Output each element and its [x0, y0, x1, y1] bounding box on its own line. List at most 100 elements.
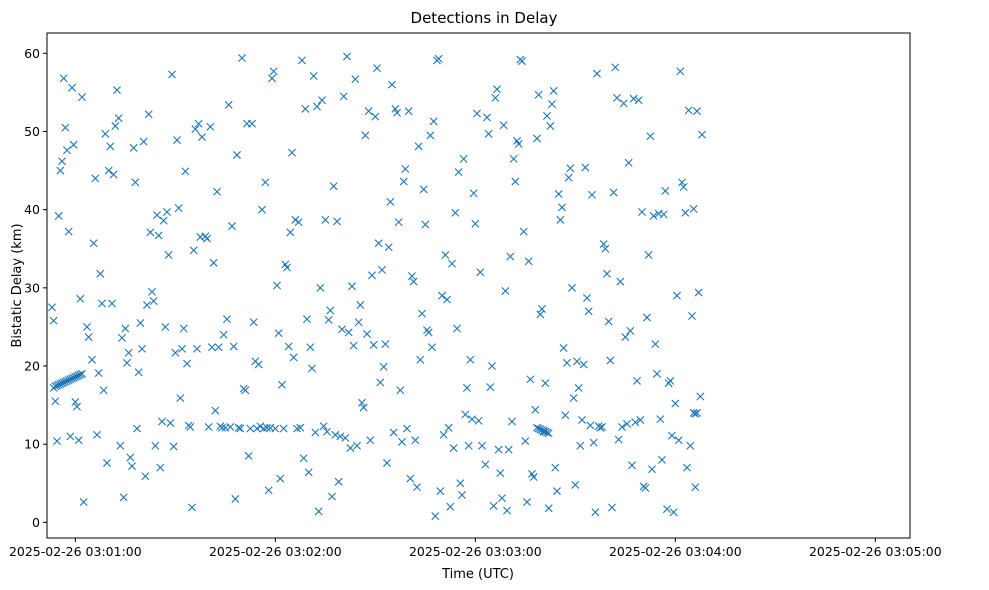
data-point: [119, 493, 128, 502]
data-point: [408, 272, 416, 281]
data-point: [89, 239, 98, 248]
data-point: [434, 54, 443, 63]
data-point: [621, 333, 630, 342]
data-point: [78, 93, 86, 102]
data-point: [311, 428, 320, 437]
data-point: [338, 325, 346, 334]
data-point: [84, 333, 93, 342]
data-point: [394, 218, 403, 227]
y-tick-label: 0: [32, 515, 40, 530]
data-point: [246, 424, 255, 433]
data-point: [151, 441, 160, 450]
data-point: [66, 432, 75, 441]
data-point: [359, 403, 368, 412]
data-point: [566, 164, 575, 173]
data-point: [149, 297, 158, 306]
data-point: [593, 69, 601, 78]
data-point: [533, 134, 541, 143]
data-point: [438, 291, 446, 300]
data-point: [294, 218, 303, 227]
data-point: [208, 343, 216, 352]
data-point: [128, 462, 136, 471]
data-point: [651, 340, 660, 349]
data-point: [683, 463, 691, 472]
x-tick-label: 2025-02-26 03:04:00: [609, 544, 742, 559]
data-point: [176, 394, 185, 403]
data-point: [319, 422, 328, 431]
data-point: [94, 369, 103, 378]
data-point: [663, 505, 671, 514]
data-point: [379, 362, 388, 371]
data-point: [123, 358, 131, 367]
data-point: [129, 143, 138, 152]
data-point: [258, 205, 266, 214]
y-tick-label: 50: [24, 124, 40, 139]
data-point: [531, 405, 540, 414]
scatter-points: [48, 52, 706, 521]
data-point: [73, 402, 81, 411]
data-point: [76, 370, 85, 379]
data-point: [131, 178, 140, 187]
data-point: [108, 299, 116, 308]
data-point: [309, 72, 318, 80]
data-point: [461, 410, 470, 419]
y-axis-title: Bistatic Delay (km): [10, 223, 25, 347]
data-point: [351, 75, 360, 84]
y-tick-label: 40: [24, 202, 40, 217]
data-point: [74, 436, 83, 445]
data-point: [126, 453, 135, 462]
data-point: [393, 108, 401, 117]
data-point: [254, 360, 263, 369]
data-point: [253, 424, 261, 433]
data-point: [673, 291, 681, 300]
data-point: [691, 409, 700, 418]
y-tick-label: 60: [24, 46, 40, 61]
data-point: [398, 437, 406, 446]
data-point: [443, 295, 451, 304]
data-point: [83, 322, 91, 331]
data-point: [289, 353, 298, 362]
data-point: [691, 483, 700, 492]
data-point: [368, 271, 376, 280]
data-point: [549, 86, 558, 95]
data-point: [674, 436, 683, 445]
data-point: [274, 329, 283, 338]
data-point: [324, 315, 333, 324]
data-point: [104, 166, 113, 175]
data-point: [409, 277, 418, 286]
data-point: [614, 435, 623, 444]
data-point: [299, 454, 308, 463]
data-point: [231, 494, 240, 503]
data-point: [694, 288, 703, 297]
data-point: [466, 355, 475, 364]
data-point: [624, 158, 633, 167]
data-point: [578, 415, 586, 424]
data-point: [504, 445, 513, 454]
data-point: [153, 211, 161, 220]
data-point: [613, 93, 621, 102]
data-point: [459, 154, 468, 163]
data-point: [501, 286, 510, 295]
data-point: [188, 503, 196, 512]
data-point: [514, 140, 523, 148]
data-point: [471, 219, 480, 228]
data-point: [484, 129, 493, 138]
data-point: [426, 131, 435, 140]
data-point: [56, 166, 65, 175]
data-point: [234, 423, 243, 432]
data-point: [608, 503, 616, 512]
data-point: [203, 234, 211, 243]
data-point: [204, 423, 213, 431]
data-point: [144, 110, 153, 119]
data-point: [544, 429, 553, 438]
data-point: [649, 211, 658, 220]
data-point: [464, 441, 473, 450]
data-point: [478, 441, 486, 450]
data-point: [326, 306, 335, 315]
data-point: [386, 197, 395, 206]
data-point: [271, 424, 280, 433]
data-point: [389, 428, 398, 437]
data-point: [496, 469, 505, 478]
data-point: [646, 132, 655, 141]
data-point: [526, 375, 535, 384]
